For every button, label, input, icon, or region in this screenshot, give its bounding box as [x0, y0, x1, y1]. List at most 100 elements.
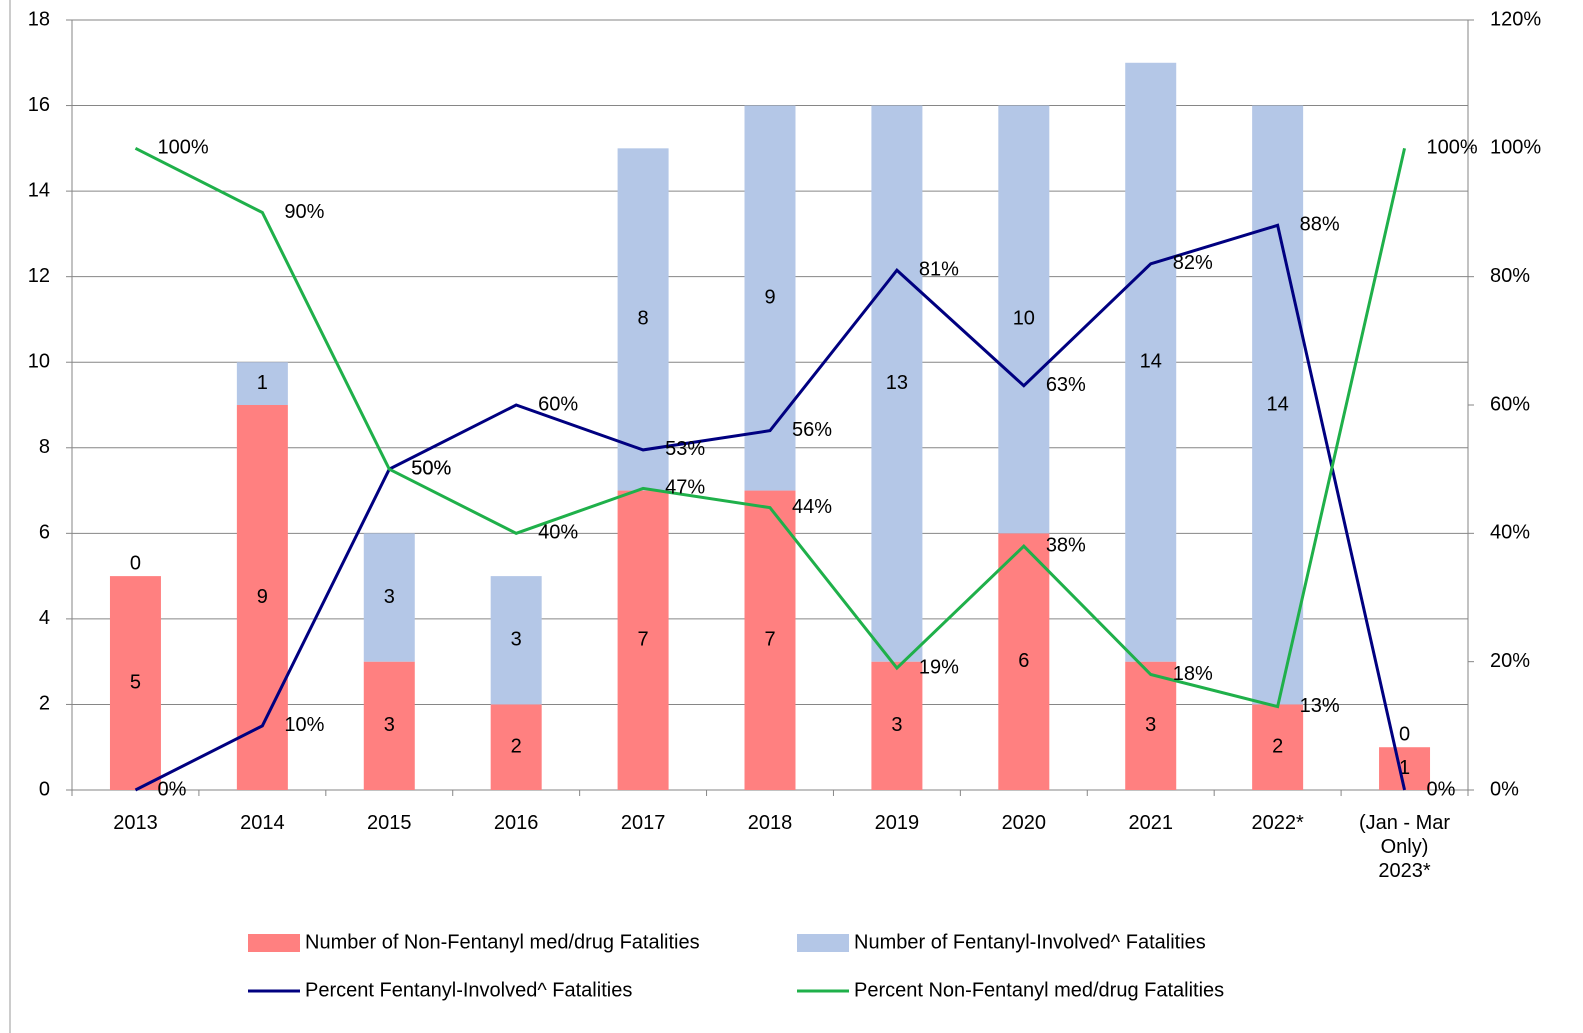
- y2-tick-label: 0%: [1490, 778, 1519, 800]
- x-tick-label: 2020: [1001, 812, 1047, 834]
- legend-label: Percent Non-Fentanyl med/drug Fatalities: [854, 979, 1224, 1001]
- y2-tick-label: 120%: [1490, 8, 1541, 30]
- bar: [744, 490, 796, 790]
- bar: [998, 533, 1050, 790]
- y-tick-label: 2: [39, 693, 50, 715]
- line: [134, 223, 1407, 792]
- y-tick-label: 10: [28, 351, 50, 373]
- y2-tick-label: 40%: [1490, 522, 1530, 544]
- line-label: 40%: [538, 522, 578, 544]
- bar-label: 0: [1399, 724, 1410, 746]
- line-label: 50%: [411, 457, 451, 479]
- bar: [363, 661, 415, 790]
- line-label: 0%: [1427, 778, 1456, 800]
- bar: [998, 105, 1050, 534]
- bar: [1252, 704, 1304, 790]
- bar: [490, 576, 542, 705]
- line-label: 63%: [1046, 374, 1086, 396]
- line-label: 100%: [1427, 137, 1478, 159]
- line-label: 13%: [1300, 695, 1340, 717]
- legend-label: Number of Fentanyl-Involved^ Fatalities: [854, 931, 1206, 953]
- legend-label: Number of Non-Fentanyl med/drug Fataliti…: [305, 931, 700, 953]
- y-tick-label: 12: [28, 265, 50, 287]
- bar-label: 0: [130, 552, 141, 574]
- bar: [1125, 661, 1177, 790]
- bar: [236, 362, 288, 405]
- y-tick-label: 16: [28, 94, 50, 116]
- line-label: 82%: [1173, 252, 1213, 274]
- line-label: 60%: [538, 393, 578, 415]
- bar-label: 9: [764, 286, 775, 308]
- y2-tick-label: 20%: [1490, 650, 1530, 672]
- bar: [1252, 105, 1304, 705]
- y-tick-label: 0: [39, 778, 50, 800]
- bar: [617, 148, 669, 491]
- bar-label: 2: [1272, 736, 1283, 758]
- y-tick-label: 14: [28, 179, 50, 201]
- bar-label: 3: [511, 629, 522, 651]
- y-tick-label: 18: [28, 8, 50, 30]
- bar: [109, 576, 161, 790]
- bar: [744, 105, 796, 491]
- legend-label: Percent Fentanyl-Involved^ Fatalities: [305, 979, 632, 1001]
- x-tick-label: 2016: [493, 812, 539, 834]
- line-label: 19%: [919, 656, 959, 678]
- x-tick-label: 2015: [367, 812, 412, 834]
- line-label: 0%: [157, 778, 186, 800]
- line-label: 88%: [1300, 214, 1340, 236]
- bar-label: 7: [638, 629, 649, 651]
- line-label: 53%: [665, 438, 705, 460]
- bar: [871, 105, 923, 662]
- bar: [490, 704, 542, 790]
- bar-label: 3: [891, 714, 902, 736]
- bar-label: 2: [511, 736, 522, 758]
- bar-label: 6: [1018, 650, 1029, 672]
- line-label: 44%: [792, 496, 832, 518]
- bar: [617, 490, 669, 790]
- x-tick-label: 2013: [113, 812, 158, 834]
- bar-label: 13: [886, 372, 908, 394]
- bar-label: 10: [1013, 308, 1035, 330]
- y-tick-label: 8: [39, 436, 50, 458]
- line-label: 56%: [792, 419, 832, 441]
- y2-tick-label: 60%: [1490, 393, 1530, 415]
- x-tick-label: 2018: [747, 812, 793, 834]
- y-tick-label: 4: [39, 607, 50, 629]
- bar-label: 3: [1145, 714, 1156, 736]
- bar-label: 7: [764, 629, 775, 651]
- legend-swatch: [797, 934, 849, 952]
- bar-label: 5: [130, 671, 141, 693]
- line-label: 90%: [284, 201, 324, 223]
- bar: [363, 533, 415, 662]
- bar-label: 8: [638, 308, 649, 330]
- bar-label: 1: [257, 372, 268, 394]
- line-label: 50%: [411, 457, 451, 479]
- y2-tick-label: 100%: [1490, 137, 1541, 159]
- line-label: 38%: [1046, 534, 1086, 556]
- bar-label: 14: [1267, 393, 1289, 415]
- line-label: 18%: [1173, 663, 1213, 685]
- x-tick-label: 2022*: [1251, 812, 1304, 834]
- x-tick-label: 2019: [874, 812, 920, 834]
- y2-tick-label: 80%: [1490, 265, 1530, 287]
- line-label: 47%: [665, 477, 705, 499]
- bar: [871, 661, 923, 790]
- legend-swatch: [248, 934, 300, 952]
- bar: [1379, 747, 1431, 790]
- bar-label: 1: [1399, 757, 1410, 779]
- y-tick-label: 6: [39, 522, 50, 544]
- bar: [1125, 62, 1177, 662]
- bar-label: 3: [384, 714, 395, 736]
- bar-label: 14: [1140, 351, 1162, 373]
- bar-label: 3: [384, 586, 395, 608]
- line-label: 100%: [157, 137, 208, 159]
- x-tick-label: (Jan - Mar Only) 2023*: [1358, 812, 1451, 882]
- x-tick-label: 2014: [240, 812, 285, 834]
- bar-label: 9: [257, 586, 268, 608]
- x-tick-label: 2017: [620, 812, 666, 834]
- line-label: 81%: [919, 259, 959, 281]
- x-tick-label: 2021: [1128, 812, 1173, 834]
- line: [134, 146, 1407, 709]
